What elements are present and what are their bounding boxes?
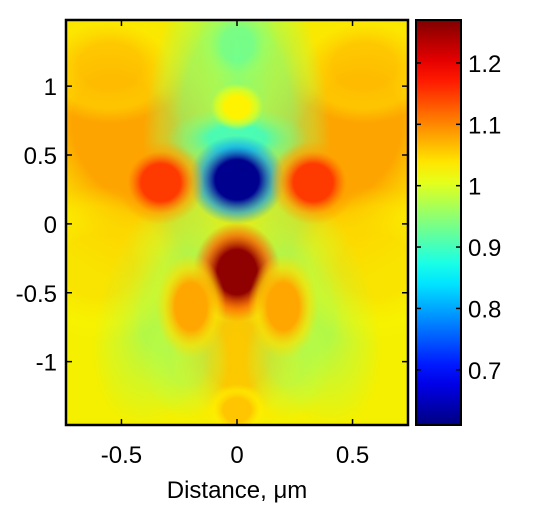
- colorbar-gradient: [416, 20, 461, 425]
- heatmap-feature: [188, 135, 286, 225]
- y-tick-label: 0.5: [24, 143, 57, 170]
- y-tick-label: -0.5: [16, 281, 57, 308]
- x-axis: -0.5 0 0.5: [101, 20, 369, 469]
- heatmap-feature: [206, 383, 268, 425]
- colorbar-tick-label: 1.1: [468, 112, 501, 139]
- colorbar-tick-label: 1: [468, 174, 481, 201]
- colorbar-tick-label: 0.9: [468, 235, 501, 262]
- colorbar-tick-label: 1.2: [468, 51, 501, 78]
- x-tick-label: -0.5: [101, 442, 142, 469]
- heatmap-feature: [155, 254, 226, 359]
- y-tick-label: 0: [44, 212, 57, 239]
- colorbar-frame: [415, 19, 462, 426]
- x-tick-label: 0: [230, 442, 243, 469]
- y-tick-label: -1: [36, 350, 57, 377]
- colorbar-tick-label: 0.8: [468, 296, 501, 323]
- heatmap-field: [66, 20, 408, 425]
- heatmap-feature: [210, 83, 264, 131]
- colorbar-ticks: 1.2 1.1 1 0.9 0.8 0.7: [416, 51, 501, 385]
- heatmap-lobe: [197, 20, 277, 87]
- x-axis-label: Distance, μm: [167, 477, 308, 504]
- heatmap-feature: [269, 140, 358, 225]
- heatmap-feature: [116, 140, 205, 225]
- y-axis: 1 0.5 0 -0.5 -1: [16, 74, 408, 377]
- colorbar-tick-label: 0.7: [468, 358, 501, 385]
- heatmap-blobs: [66, 20, 408, 425]
- heatmap-feature: [248, 254, 319, 359]
- colorbar: 1.2 1.1 1 0.9 0.8 0.7: [415, 19, 501, 426]
- x-tick-label: 0.5: [336, 442, 369, 469]
- y-tick-label: 1: [44, 74, 57, 101]
